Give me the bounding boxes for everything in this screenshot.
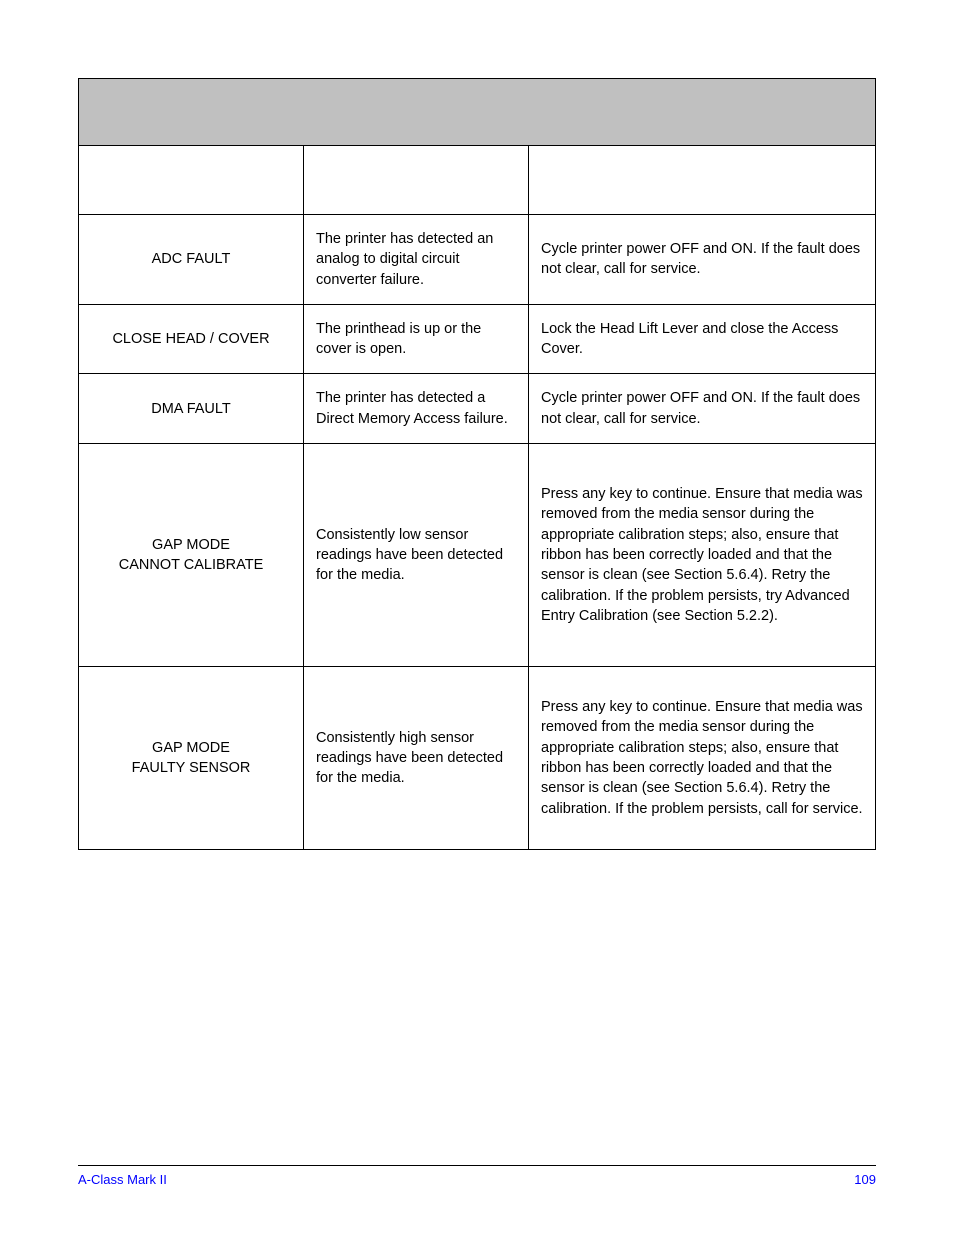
description-cell: The printer has detected a Direct Memory… [304,374,529,444]
table-row: DMA FAULT The printer has detected a Dir… [79,374,876,444]
table-row: GAP MODE FAULTY SENSOR Consistently high… [79,667,876,850]
action-cell: Lock the Head Lift Lever and close the A… [529,304,876,374]
description-cell: Consistently low sensor readings have be… [304,444,529,667]
message-line-1: GAP MODE [152,537,230,553]
table-header-cell [79,79,876,146]
table-row: CLOSE HEAD / COVER The printhead is up o… [79,304,876,374]
description-cell: Consistently high sensor readings have b… [304,667,529,850]
message-line-2: FAULTY SENSOR [132,760,251,776]
page-footer: A-Class Mark II 109 [78,1165,876,1187]
col-header-2 [304,146,529,215]
message-line-1: GAP MODE [152,740,230,756]
description-cell: The printer has detected an analog to di… [304,215,529,305]
table-row: GAP MODE CANNOT CALIBRATE Consistently l… [79,444,876,667]
col-header-1 [79,146,304,215]
action-cell: Cycle printer power OFF and ON. If the f… [529,374,876,444]
action-cell: Cycle printer power OFF and ON. If the f… [529,215,876,305]
action-cell: Press any key to continue. Ensure that m… [529,444,876,667]
col-header-3 [529,146,876,215]
message-cell: DMA FAULT [79,374,304,444]
message-line-2: CANNOT CALIBRATE [119,557,264,573]
description-cell: The printhead is up or the cover is open… [304,304,529,374]
footer-left: A-Class Mark II [78,1172,167,1187]
table-row: ADC FAULT The printer has detected an an… [79,215,876,305]
table-header-row [79,79,876,146]
message-cell: ADC FAULT [79,215,304,305]
message-cell: GAP MODE CANNOT CALIBRATE [79,444,304,667]
page: ADC FAULT The printer has detected an an… [0,0,954,1235]
message-cell: CLOSE HEAD / COVER [79,304,304,374]
fault-table: ADC FAULT The printer has detected an an… [78,78,876,850]
footer-right: 109 [854,1172,876,1187]
message-cell: GAP MODE FAULTY SENSOR [79,667,304,850]
table-subheader-row [79,146,876,215]
action-cell: Press any key to continue. Ensure that m… [529,667,876,850]
